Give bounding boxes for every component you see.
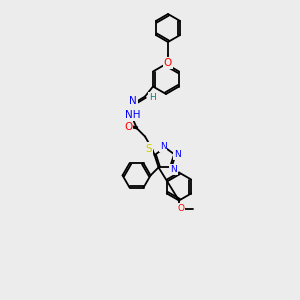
- Text: N: N: [160, 142, 167, 151]
- Text: O: O: [124, 122, 132, 133]
- Text: O: O: [178, 204, 184, 213]
- Text: O: O: [164, 58, 172, 68]
- Text: N: N: [129, 97, 137, 106]
- Text: N: N: [174, 150, 181, 159]
- Text: N: N: [170, 165, 177, 174]
- Text: S: S: [146, 143, 152, 154]
- Text: NH: NH: [125, 110, 141, 119]
- Text: H: H: [148, 93, 155, 102]
